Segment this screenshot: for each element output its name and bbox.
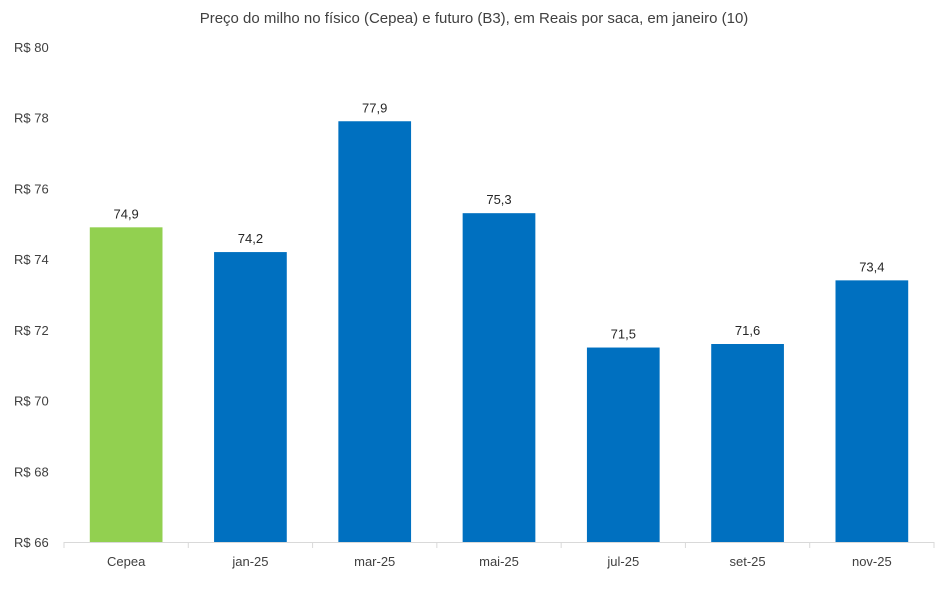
y-tick-label: R$ 72 (14, 323, 49, 338)
bar (214, 252, 287, 543)
bar (835, 280, 909, 542)
data-label: 73,4 (859, 259, 884, 274)
chart-title: Preço do milho no físico (Cepea) e futur… (199, 10, 749, 27)
x-tick-label: nov-25 (852, 554, 892, 569)
bar (89, 227, 163, 543)
x-tick-label: Cepea (107, 554, 146, 569)
x-tick-label: jan-25 (231, 554, 268, 569)
y-tick-label: R$ 70 (14, 394, 49, 409)
data-label: 71,6 (735, 323, 760, 338)
y-axis: R$ 66 R$ 68 R$ 70 R$ 72 R$ 74 R$ 76 R$ 78 R$ 80 (14, 40, 49, 550)
x-tick-label: jul-25 (606, 554, 639, 569)
y-tick-label: R$ 74 (14, 252, 49, 267)
data-label: 74,2 (238, 231, 263, 246)
y-tick-label: R$ 78 (14, 111, 49, 126)
x-tick-label: mai-25 (479, 554, 519, 569)
data-label: 74,9 (113, 206, 138, 221)
x-axis: Cepea jan-25 mar-25 mai-25 jul-25 set-25 nov-2… (63, 542, 935, 569)
bars: 74,9 74,2 77,9 75,3 71,5 71,6 73,4 (89, 100, 909, 543)
data-label: 75,3 (486, 192, 511, 207)
bar (586, 347, 660, 542)
y-tick-label: R$ 66 (14, 535, 49, 550)
y-tick-label: R$ 76 (14, 181, 49, 196)
bar (338, 121, 412, 542)
bar (462, 213, 536, 542)
data-label: 77,9 (362, 100, 387, 115)
y-tick-label: R$ 80 (14, 40, 49, 55)
x-tick-label: mar-25 (354, 554, 395, 569)
bar (711, 344, 784, 542)
y-tick-label: R$ 68 (14, 464, 49, 479)
data-label: 71,5 (611, 327, 636, 342)
x-tick-label: set-25 (730, 554, 766, 569)
